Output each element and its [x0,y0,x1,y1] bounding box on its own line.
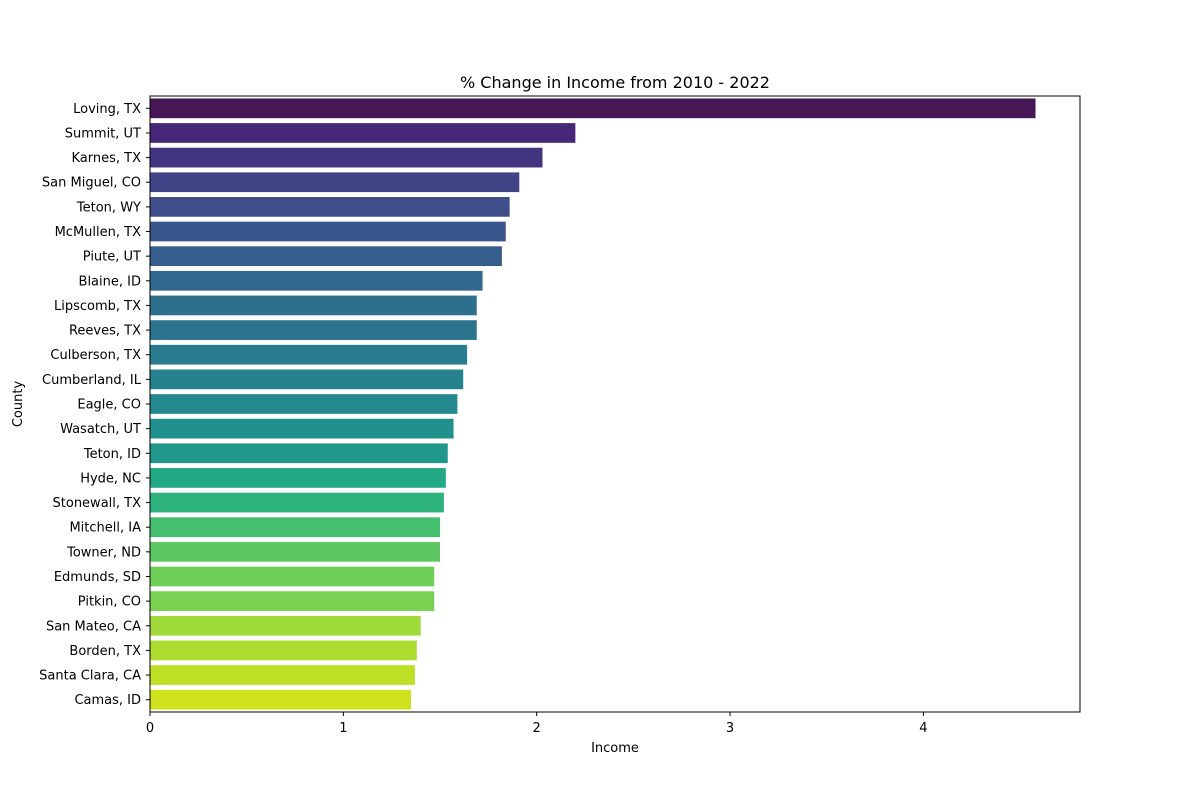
bar [150,172,520,193]
bar [150,689,412,710]
y-tick-label: Blaine, ID [79,274,141,289]
bar [150,344,468,365]
y-tick-label: Summit, UT [65,126,141,141]
y-axis-label: County [11,381,26,428]
x-tick-label: 1 [339,721,347,736]
y-tick-label: Stonewall, TX [53,496,142,511]
y-tick-label: Karnes, TX [71,151,141,166]
bar [150,443,448,464]
bar [150,615,421,636]
bar [150,566,435,587]
bar [150,197,510,217]
y-tick-label: Teton, ID [83,447,141,462]
bar [150,320,477,340]
x-tick-label: 3 [726,721,734,736]
bar [150,591,435,611]
y-tick-label: McMullen, TX [55,225,141,240]
bar [150,640,417,661]
bar [150,369,464,390]
plot-frame [149,95,1081,713]
y-tick-label: Culberson, TX [50,348,141,363]
bar [150,394,458,414]
x-tick-label: 0 [146,721,154,736]
y-tick-label: Wasatch, UT [60,422,141,437]
x-tick-label: 2 [533,721,541,736]
bar [150,418,454,439]
y-tick-label: Borden, TX [69,644,141,659]
chart-title: % Change in Income from 2010 - 2022 [460,73,770,92]
y-tick-label: Mitchell, IA [69,521,141,536]
y-tick-label: San Mateo, CA [46,619,141,634]
y-tick-label: Camas, ID [74,693,141,708]
bar [150,295,477,316]
bar [150,246,502,267]
y-tick-label: Lipscomb, TX [54,299,141,314]
y-tick-label: Santa Clara, CA [39,669,141,684]
bar [150,665,415,685]
x-axis-ticks: 0 1 2 3 4 [146,712,928,736]
bar [150,98,1036,119]
bar [150,468,446,488]
y-tick-label: Towner, ND [66,545,141,560]
y-tick-label: Edmunds, SD [54,570,141,585]
bar [150,221,506,242]
bar [150,270,483,291]
bar [150,492,444,513]
x-axis-label: Income [591,741,639,756]
y-tick-label: San Miguel, CO [42,176,141,191]
x-tick-label: 4 [919,721,927,736]
bars-group [150,98,1036,710]
y-tick-label: Reeves, TX [69,324,141,339]
y-tick-label: Teton, WY [76,200,141,215]
y-tick-label: Pitkin, CO [78,595,141,610]
bar [150,123,576,143]
y-tick-label: Loving, TX [73,102,141,117]
y-tick-label: Eagle, CO [77,398,141,413]
y-tick-label: Cumberland, IL [42,373,142,388]
y-axis-ticks: Loving, TX Summit, UT Karnes, TX San Miguel… [39,102,150,708]
bar [150,541,441,562]
bar [150,147,543,168]
bar [150,517,441,538]
y-tick-label: Piute, UT [83,250,141,265]
y-tick-label: Hyde, NC [80,471,141,486]
